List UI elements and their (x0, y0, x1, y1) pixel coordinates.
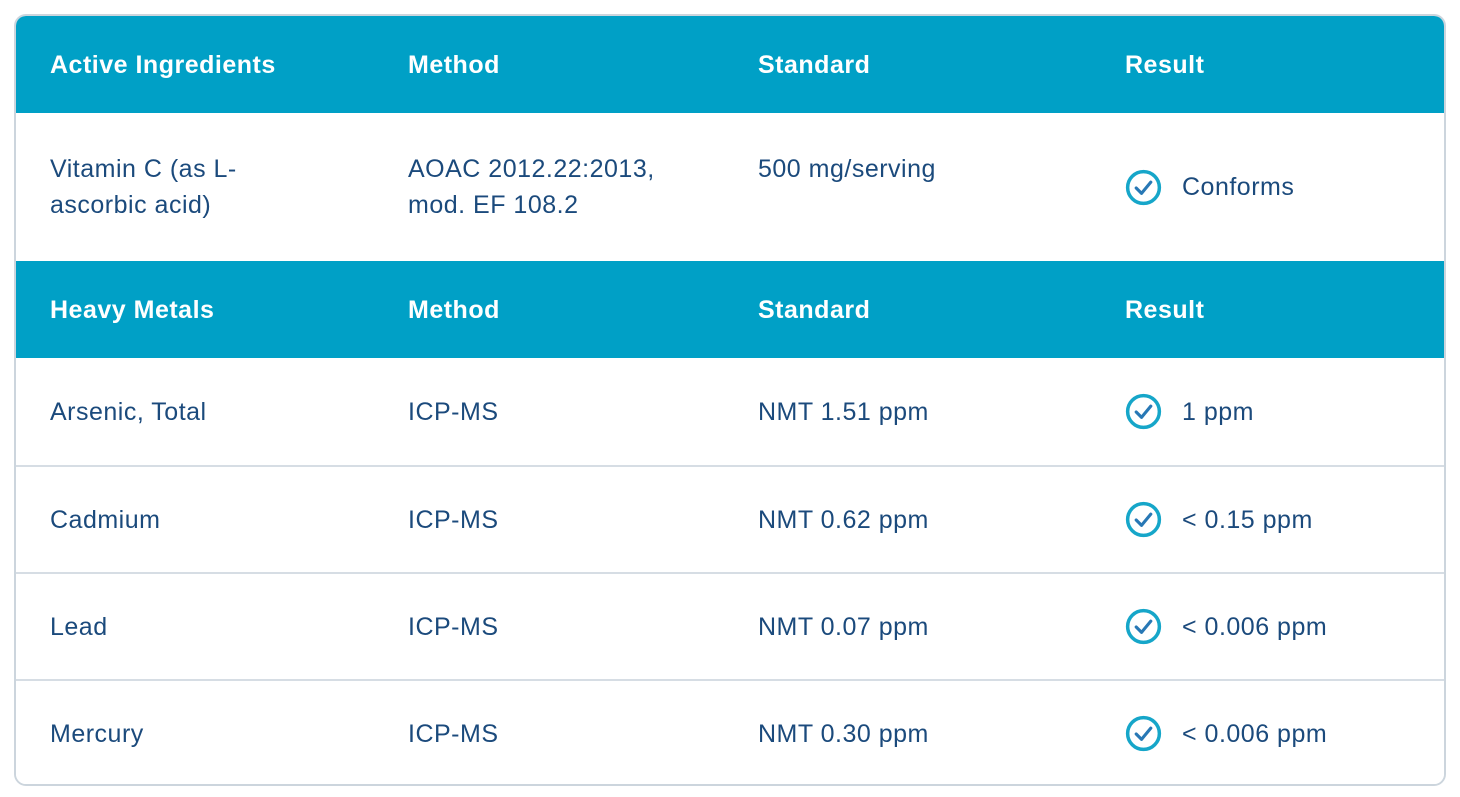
analyte-cell: Vitamin C (as L-ascorbic acid) (50, 113, 408, 223)
table-row-cadmium: Cadmium ICP-MS NMT 0.62 ppm < 0.15 ppm (16, 465, 1444, 572)
column-header-standard: Standard (758, 50, 871, 79)
column-header-analyte: Active Ingredients (50, 50, 276, 79)
result-label: < 0.006 ppm (1182, 612, 1328, 641)
method-cell: ICP-MS (408, 505, 499, 534)
standard-cell: NMT 0.62 ppm (758, 505, 929, 534)
check-circle-icon (1125, 169, 1162, 205)
column-header-analyte: Heavy Metals (50, 295, 215, 324)
result-label: < 0.15 ppm (1182, 505, 1313, 534)
column-header-method: Method (408, 295, 500, 324)
standard-cell: NMT 1.51 ppm (758, 397, 929, 426)
check-circle-icon (1125, 608, 1162, 645)
method-cell: ICP-MS (408, 612, 499, 641)
analyte-cell: Arsenic, Total (50, 397, 207, 426)
standard-cell: NMT 0.30 ppm (758, 719, 929, 748)
standard-cell: NMT 0.07 ppm (758, 612, 929, 641)
column-header-result: Result (1125, 50, 1205, 79)
column-header-standard: Standard (758, 295, 871, 324)
result-cell: < 0.006 ppm (1125, 715, 1424, 752)
method-cell: AOAC 2012.22:2013, mod. EF 108.2 (408, 113, 758, 223)
result-cell: 1 ppm (1125, 393, 1424, 430)
results-table-card: Active Ingredients Method Standard Resul… (14, 14, 1446, 786)
table-row-vitamin-c: Vitamin C (as L-ascorbic acid) AOAC 2012… (16, 113, 1444, 261)
column-header-method: Method (408, 50, 500, 79)
method-cell: ICP-MS (408, 719, 499, 748)
result-cell: Conforms (1125, 169, 1424, 206)
section-header-heavy-metals: Heavy Metals Method Standard Result (16, 261, 1444, 358)
result-label: Conforms (1182, 173, 1295, 201)
result-cell: < 0.15 ppm (1125, 501, 1424, 538)
analyte-cell: Mercury (50, 719, 144, 748)
result-label: < 0.006 ppm (1182, 719, 1328, 748)
analyte-label: Vitamin C (as L-ascorbic acid) (50, 155, 237, 219)
method-cell: ICP-MS (408, 397, 499, 426)
check-circle-icon (1125, 393, 1162, 430)
analyte-cell: Lead (50, 612, 108, 641)
check-circle-icon (1125, 715, 1162, 752)
method-label: AOAC 2012.22:2013, mod. EF 108.2 (408, 155, 655, 219)
result-cell: < 0.006 ppm (1125, 608, 1424, 645)
table-row-mercury: Mercury ICP-MS NMT 0.30 ppm < 0.006 ppm (16, 679, 1444, 784)
check-circle-icon (1125, 501, 1162, 538)
section-header-active-ingredients: Active Ingredients Method Standard Resul… (16, 16, 1444, 113)
column-header-result: Result (1125, 295, 1205, 324)
table-row-arsenic: Arsenic, Total ICP-MS NMT 1.51 ppm 1 ppm (16, 358, 1444, 465)
standard-cell: 500 mg/serving (758, 155, 936, 183)
analyte-cell: Cadmium (50, 505, 161, 534)
table-row-lead: Lead ICP-MS NMT 0.07 ppm < 0.006 ppm (16, 572, 1444, 679)
result-label: 1 ppm (1182, 397, 1254, 426)
